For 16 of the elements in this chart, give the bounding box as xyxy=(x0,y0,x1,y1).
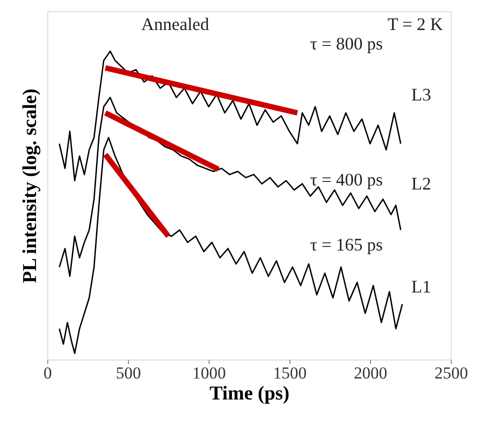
text: T = 2 K xyxy=(387,14,444,34)
annotation: τ = 400 ps xyxy=(310,169,383,190)
annotation: L1 xyxy=(411,276,432,297)
annotation: L2 xyxy=(411,173,432,194)
x-tick-label: 2000 xyxy=(354,364,388,383)
x-tick-label: 1000 xyxy=(192,364,226,383)
annotation: τ = 165 ps xyxy=(310,234,383,254)
text: Annealed xyxy=(141,14,210,34)
x-tick-label: 0 xyxy=(44,364,52,383)
annotation: L3 xyxy=(411,84,432,105)
annotation: τ = 800 ps xyxy=(310,34,383,54)
x-tick-label: 2500 xyxy=(434,364,468,383)
x-tick-label: 500 xyxy=(116,364,141,383)
x-axis-title: Time (ps) xyxy=(210,382,290,404)
x-tick-label: 1500 xyxy=(273,364,307,383)
y-axis-title: PL intensity (log. scale) xyxy=(18,88,41,284)
